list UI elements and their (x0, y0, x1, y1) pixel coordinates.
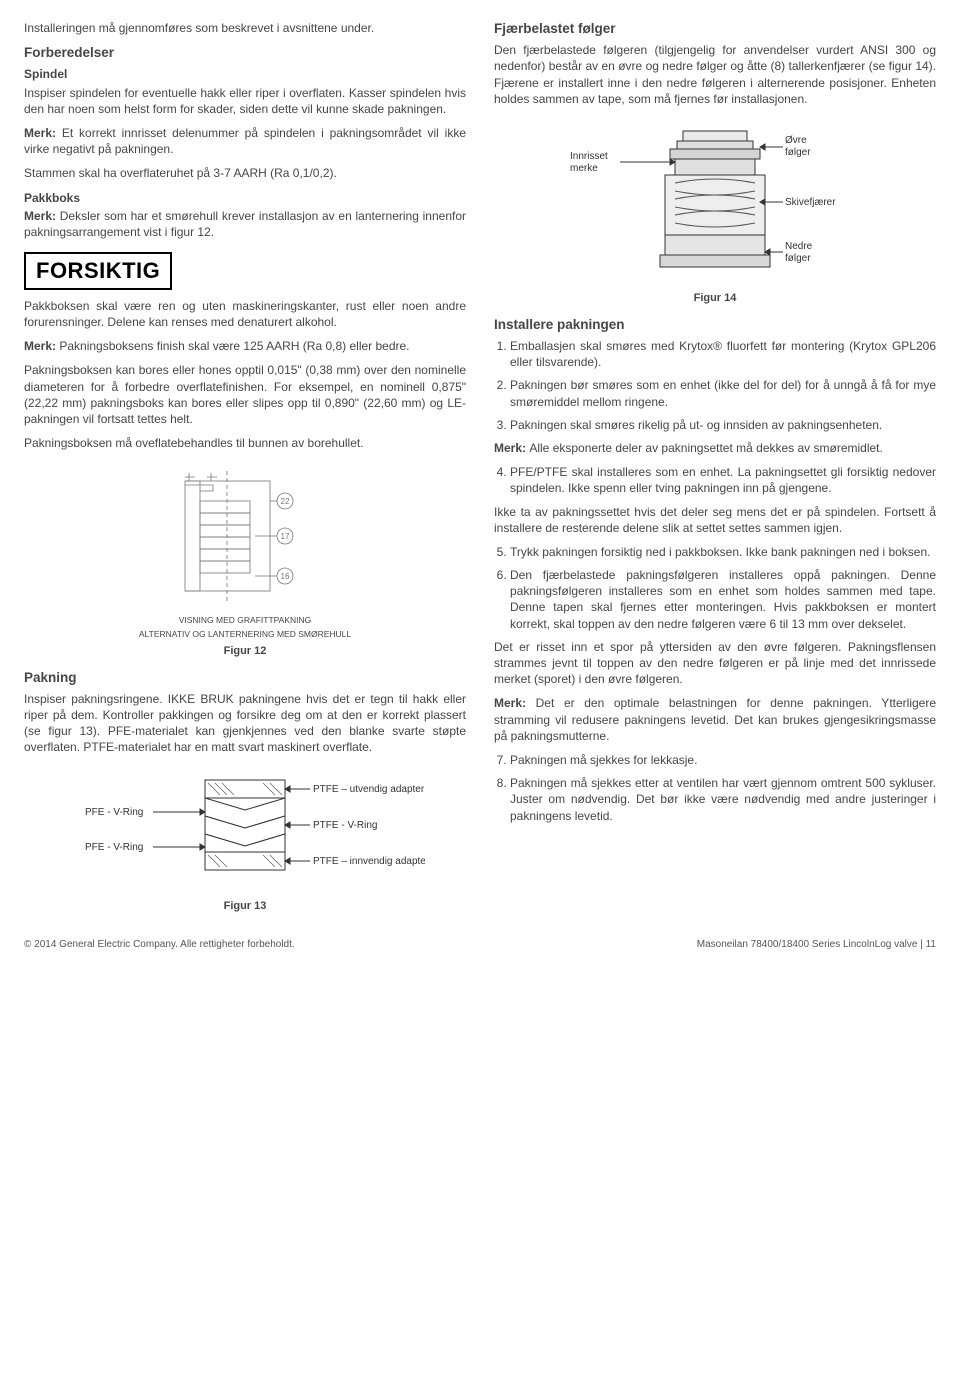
svg-text:følger: følger (785, 147, 811, 158)
fig13-l2: PFE - V-Ring (85, 842, 143, 853)
install-item-2: Pakningen bør smøres som en enhet (ikke … (510, 377, 936, 409)
merk-text: Det er den optimale belastningen for den… (494, 696, 936, 742)
figure-12-svg: 22 17 16 (145, 461, 345, 611)
caution-box: FORSIKTIG (24, 252, 172, 290)
merk-text: Deksler som har et smørehull krever inst… (24, 209, 466, 239)
figure-14-svg: Innrisset merke Øvre følger Skivefjærer … (565, 117, 865, 287)
note-riss: Det er risset inn et spor på yttersiden … (494, 639, 936, 688)
fig13-r3: PTFE – innvendig adapter (313, 856, 425, 867)
install-list-4: Pakningen må sjekkes for lekkasje. Pakni… (494, 752, 936, 824)
merk-5: Merk: Det er den optimale belastningen f… (494, 695, 936, 744)
merk-label: Merk: (24, 209, 60, 223)
right-column: Fjærbelastet følger Den fjærbelastede fø… (494, 20, 936, 924)
svg-text:17: 17 (281, 532, 290, 541)
figure-12-sub2: ALTERNATIV OG LANTERNERING MED SMØREHULL (24, 629, 466, 639)
merk-text: Et korrekt innrisset delenummer på spind… (24, 126, 466, 156)
merk-label: Merk: (494, 441, 529, 455)
svg-text:Øvre: Øvre (785, 135, 807, 146)
install-item-6: Den fjærbelastede pakningsfølgeren insta… (510, 567, 936, 632)
heading-pakkboks: Pakkboks (24, 190, 466, 206)
pakningsboks-text-2: Pakningsboksen må oveflatebehandles til … (24, 435, 466, 451)
pakkboks-text-1: Pakkboksen skal være ren og uten maskine… (24, 298, 466, 330)
figure-14-wrap: Innrisset merke Øvre følger Skivefjærer … (494, 117, 936, 306)
svg-text:Nedre: Nedre (785, 241, 813, 252)
page-footer: © 2014 General Electric Company. Alle re… (24, 938, 936, 952)
fig13-r2: PTFE - V-Ring (313, 820, 377, 831)
install-list-2: PFE/PTFE skal installeres som en enhet. … (494, 464, 936, 496)
merk-4: Merk: Alle eksponerte deler av pakningse… (494, 440, 936, 456)
svg-text:16: 16 (281, 572, 290, 581)
left-column: Installeringen må gjennomføres som beskr… (24, 20, 466, 924)
intro-text: Installeringen må gjennomføres som beskr… (24, 20, 466, 36)
figure-13-svg: PFE - V-Ring PFE - V-Ring PTFE – utvendi… (65, 765, 425, 895)
figure-14-caption: Figur 14 (494, 291, 936, 306)
stammen-text: Stammen skal ha overflateruhet på 3-7 AA… (24, 165, 466, 181)
install-item-5: Trykk pakningen forsiktig ned i pakkboks… (510, 544, 936, 560)
svg-text:merke: merke (570, 163, 598, 174)
figure-12-wrap: 22 17 16 VISNING MED GRAFITTPAKNING ALTE… (24, 461, 466, 658)
figure-13-wrap: PFE - V-Ring PFE - V-Ring PTFE – utvendi… (24, 765, 466, 914)
install-item-3: Pakningen skal smøres rikelig på ut- og … (510, 417, 936, 433)
spindel-text: Inspiser spindelen for eventuelle hakk e… (24, 85, 466, 117)
heading-fjaer: Fjærbelastet følger (494, 20, 936, 38)
heading-spindel: Spindel (24, 66, 466, 82)
install-item-1: Emballasjen skal smøres med Krytox® fluo… (510, 338, 936, 370)
merk-text: Pakningsboksens finish skal være 125 AAR… (59, 339, 409, 353)
heading-forberedelser: Forberedelser (24, 44, 466, 62)
merk-label: Merk: (24, 126, 62, 140)
install-list: Emballasjen skal smøres med Krytox® fluo… (494, 338, 936, 433)
heading-install: Installere pakningen (494, 316, 936, 334)
figure-12-sub1: VISNING MED GRAFITTPAKNING (24, 615, 466, 625)
install-item-4: PFE/PTFE skal installeres som en enhet. … (510, 464, 936, 496)
fig13-l1: PFE - V-Ring (85, 807, 143, 818)
merk-text: Alle eksponerte deler av pakningsettet m… (529, 441, 883, 455)
two-column-layout: Installeringen må gjennomføres som beskr… (24, 20, 936, 924)
heading-pakning: Pakning (24, 669, 466, 687)
figure-13-caption: Figur 13 (24, 899, 466, 914)
merk-2: Merk: Deksler som har et smørehull kreve… (24, 208, 466, 240)
fjaer-text-1: Den fjærbelastede følgeren (tilgjengelig… (494, 42, 936, 107)
footer-copyright: © 2014 General Electric Company. Alle re… (24, 938, 295, 952)
pakningsboks-text-1: Pakningsboksen kan bores eller hones opp… (24, 362, 466, 427)
figure-12-caption: Figur 12 (24, 644, 466, 659)
fig14-skive: Skivefjærer (785, 197, 836, 208)
install-item-8: Pakningen må sjekkes etter at ventilen h… (510, 775, 936, 824)
merk-1: Merk: Et korrekt innrisset delenummer på… (24, 125, 466, 157)
merk-label: Merk: (24, 339, 59, 353)
svg-text:22: 22 (281, 497, 290, 506)
merk-3: Merk: Pakningsboksens finish skal være 1… (24, 338, 466, 354)
fig14-innrisset: Innrisset (570, 151, 608, 162)
merk-label: Merk: (494, 696, 536, 710)
install-item-7: Pakningen må sjekkes for lekkasje. (510, 752, 936, 768)
footer-docref: Masoneilan 78400/18400 Series LincolnLog… (697, 938, 936, 952)
fig13-r1: PTFE – utvendig adapter (313, 784, 425, 795)
pakning-text-1: Inspiser pakningsringene. IKKE BRUK pakn… (24, 691, 466, 756)
svg-text:følger: følger (785, 253, 811, 264)
install-list-3: Trykk pakningen forsiktig ned i pakkboks… (494, 544, 936, 632)
note-ikke-ta: Ikke ta av pakningssettet hvis det deler… (494, 504, 936, 536)
